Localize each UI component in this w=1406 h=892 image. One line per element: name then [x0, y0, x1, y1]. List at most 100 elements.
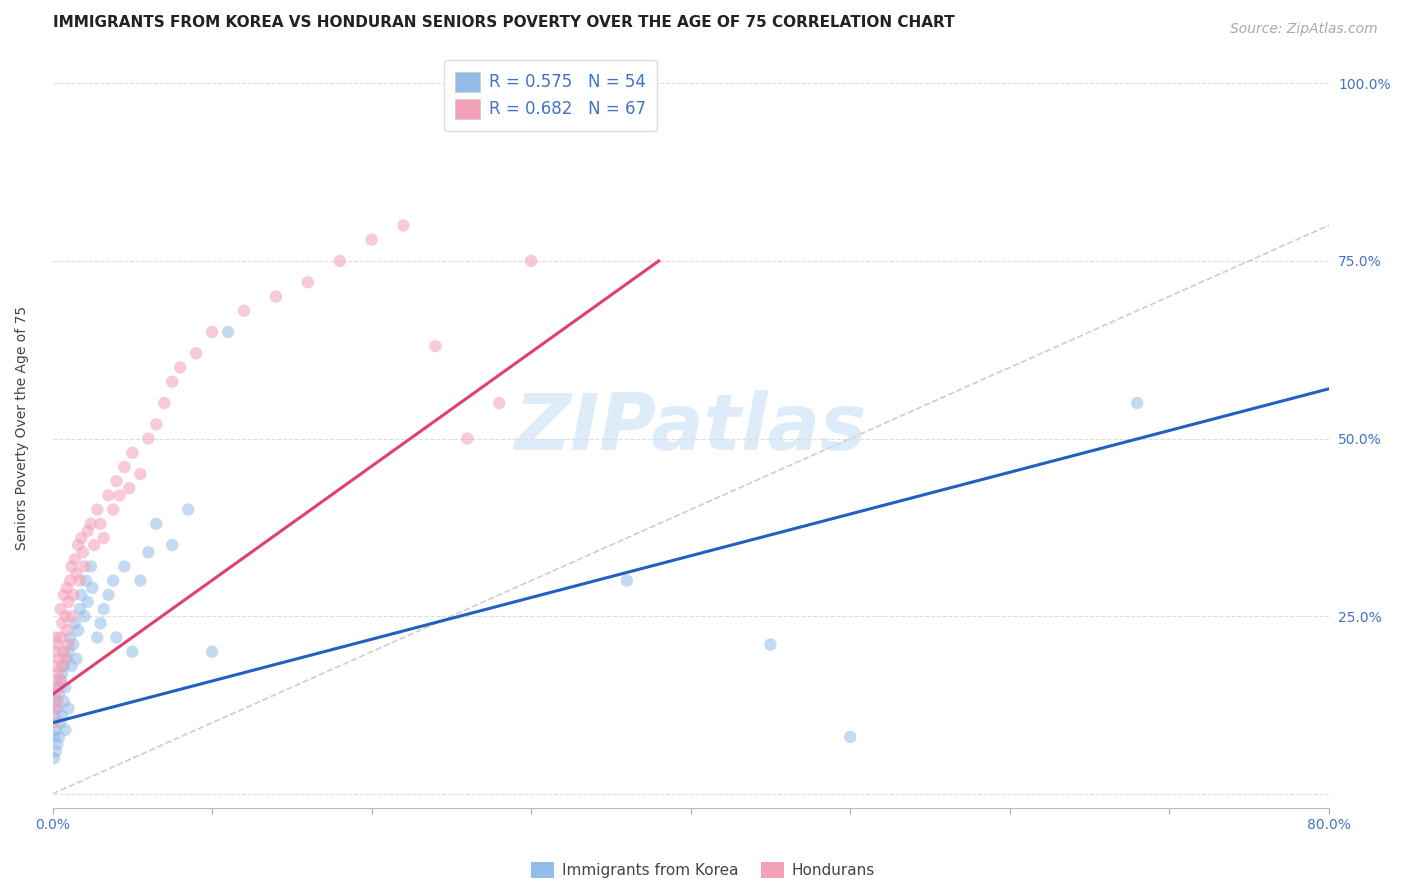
Point: [145, 417, 167, 432]
Point: [53, 680, 76, 694]
Point: [49, 673, 72, 687]
Point: [392, 219, 415, 233]
Point: [80, 516, 103, 531]
Point: [425, 339, 447, 353]
Point: [46, 638, 69, 652]
Point: [58, 701, 80, 715]
Point: [83, 538, 105, 552]
Point: [60, 559, 83, 574]
Point: [112, 559, 135, 574]
Point: [162, 375, 184, 389]
Point: [44, 659, 66, 673]
Legend: R = 0.575   N = 54, R = 0.682   N = 67: R = 0.575 N = 54, R = 0.682 N = 67: [444, 60, 658, 130]
Point: [49, 602, 72, 616]
Point: [49, 715, 72, 730]
Point: [45, 645, 67, 659]
Point: [60, 609, 83, 624]
Point: [169, 360, 191, 375]
Point: [46, 694, 69, 708]
Y-axis label: Seniors Poverty Over the Age of 75: Seniors Poverty Over the Age of 75: [15, 306, 30, 550]
Point: [59, 574, 82, 588]
Point: [45, 744, 67, 758]
Text: IMMIGRANTS FROM KOREA VS HONDURAN SENIORS POVERTY OVER THE AGE OF 75 CORRELATION: IMMIGRANTS FROM KOREA VS HONDURAN SENIOR…: [52, 15, 955, 30]
Point: [177, 502, 200, 516]
Point: [49, 631, 72, 645]
Point: [217, 325, 239, 339]
Point: [49, 673, 72, 687]
Point: [86, 631, 108, 645]
Point: [136, 545, 159, 559]
Point: [93, 602, 115, 616]
Point: [103, 574, 125, 588]
Point: [103, 502, 125, 516]
Point: [145, 516, 167, 531]
Point: [45, 631, 67, 645]
Point: [520, 254, 543, 268]
Point: [56, 581, 79, 595]
Point: [162, 538, 184, 552]
Point: [65, 566, 87, 581]
Point: [456, 432, 478, 446]
Point: [105, 631, 128, 645]
Point: [46, 737, 69, 751]
Point: [233, 303, 256, 318]
Point: [59, 631, 82, 645]
Point: [58, 595, 80, 609]
Point: [70, 588, 93, 602]
Point: [46, 701, 69, 715]
Point: [51, 616, 73, 631]
Point: [76, 595, 98, 609]
Point: [44, 715, 66, 730]
Point: [93, 531, 115, 545]
Point: [129, 574, 152, 588]
Text: Source: ZipAtlas.com: Source: ZipAtlas.com: [1230, 22, 1378, 37]
Text: ZIPatlas: ZIPatlas: [515, 390, 866, 466]
Point: [69, 574, 91, 588]
Point: [62, 588, 84, 602]
Point: [76, 524, 98, 538]
Point: [186, 346, 208, 360]
Point: [129, 467, 152, 481]
Point: [839, 730, 862, 744]
Point: [44, 730, 66, 744]
Point: [136, 432, 159, 446]
Point: [121, 645, 143, 659]
Point: [97, 488, 120, 502]
Point: [82, 581, 104, 595]
Point: [97, 588, 120, 602]
Point: [44, 751, 66, 765]
Point: [75, 574, 97, 588]
Point: [48, 652, 70, 666]
Point: [53, 723, 76, 737]
Point: [44, 708, 66, 723]
Point: [52, 659, 75, 673]
Point: [73, 609, 96, 624]
Point: [67, 538, 90, 552]
Point: [488, 396, 510, 410]
Point: [72, 545, 94, 559]
Point: [86, 502, 108, 516]
Point: [118, 481, 141, 495]
Point: [48, 680, 70, 694]
Point: [58, 645, 80, 659]
Point: [69, 602, 91, 616]
Point: [112, 460, 135, 475]
Point: [45, 673, 67, 687]
Point: [105, 474, 128, 488]
Point: [52, 645, 75, 659]
Point: [89, 516, 111, 531]
Point: [48, 687, 70, 701]
Point: [65, 652, 87, 666]
Point: [56, 624, 79, 638]
Point: [616, 574, 638, 588]
Point: [45, 701, 67, 715]
Point: [108, 488, 131, 502]
Point: [51, 659, 73, 673]
Point: [48, 730, 70, 744]
Point: [70, 531, 93, 545]
Point: [80, 559, 103, 574]
Point: [52, 588, 75, 602]
Point: [45, 723, 67, 737]
Point: [45, 694, 67, 708]
Point: [63, 616, 86, 631]
